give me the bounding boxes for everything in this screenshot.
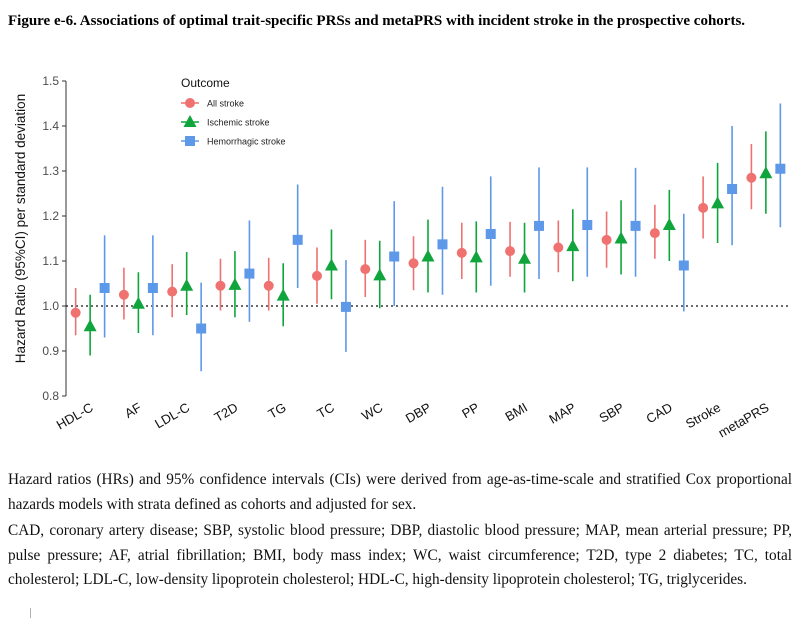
y-tick-label: 0.8 — [42, 389, 59, 403]
point-estimate — [711, 196, 725, 209]
corner-mark-bottom-left — [20, 608, 31, 618]
point-estimate — [215, 280, 226, 291]
point-estimate — [553, 242, 564, 253]
x-tick-label: TG — [266, 400, 289, 422]
point-estimate — [601, 234, 612, 245]
y-tick-label: 1.2 — [42, 209, 59, 223]
point-estimate — [534, 220, 545, 231]
point-estimate — [678, 260, 689, 271]
point-estimate — [131, 296, 145, 309]
x-tick-label: TC — [314, 400, 337, 422]
point-estimate — [566, 239, 580, 252]
legend-title: Outcome — [181, 76, 230, 90]
point-estimate — [167, 286, 178, 297]
point-estimate — [70, 307, 81, 318]
legend-key-marker — [183, 115, 197, 127]
legend: Outcome All stroke Ischemic stroke Hemorrh… — [181, 76, 286, 147]
x-tick-label: SBP — [597, 400, 627, 426]
y-axis-ticks: 0.8 0.9 1.0 1.1 1.2 1.3 1.4 1.5 — [42, 74, 66, 403]
point-estimate — [727, 184, 738, 194]
point-estimate — [469, 250, 483, 263]
y-tick-label: 1.5 — [42, 74, 59, 88]
series-ischemic-stroke — [83, 131, 773, 356]
point-estimate — [437, 239, 448, 250]
point-estimate — [244, 268, 255, 279]
series-hemorrhagic-stroke — [99, 103, 786, 372]
point-estimate — [292, 234, 303, 245]
x-tick-label: CAD — [644, 400, 675, 427]
point-estimate — [421, 249, 435, 262]
forest-plot: 0.8 0.9 1.0 1.1 1.2 1.3 1.4 1.5 HDL-C AF LDL-C T2D… — [13, 74, 790, 440]
point-estimate — [389, 251, 400, 262]
data-marks — [70, 103, 786, 372]
legend-entry-label: Hemorrhagic stroke — [207, 137, 286, 147]
y-tick-label: 1.4 — [42, 119, 59, 133]
x-tick-label: PP — [459, 400, 482, 422]
legend-key-marker — [185, 136, 195, 146]
point-estimate — [99, 283, 110, 293]
point-estimate — [775, 163, 786, 174]
point-estimate — [118, 289, 129, 300]
x-tick-label: DBP — [403, 400, 434, 426]
legend-key-marker — [185, 98, 195, 108]
x-tick-label: LDL-C — [152, 400, 192, 432]
point-estimate — [360, 264, 371, 275]
point-estimate — [147, 283, 158, 293]
x-axis-ticks: HDL-C AF LDL-C T2D TG TC WC DBP PP BMI MAP SBP CAD St… — [54, 399, 772, 440]
caption-paragraph-2: CAD, coronary artery disease; SBP, systo… — [8, 522, 792, 588]
point-estimate — [263, 280, 274, 291]
point-estimate — [408, 258, 419, 269]
point-estimate — [228, 277, 242, 290]
plot-panel: 0.8 0.9 1.0 1.1 1.2 1.3 1.4 1.5 HDL-C AF LDL-C T2D… — [13, 74, 790, 440]
point-estimate — [505, 246, 516, 257]
y-axis-label: Hazard Ratio (95%CI) per standard deviat… — [13, 94, 28, 363]
x-tick-label: BMI — [503, 400, 531, 425]
point-estimate — [311, 270, 322, 281]
point-estimate — [196, 323, 207, 334]
x-tick-label: WC — [359, 400, 385, 424]
caption-paragraph-1: Hazard ratios (HRs) and 95% confidence i… — [8, 471, 792, 513]
point-estimate — [324, 258, 338, 271]
x-tick-label: T2D — [212, 400, 241, 425]
point-estimate — [649, 228, 660, 239]
point-estimate — [180, 278, 194, 291]
figure-caption: Hazard ratios (HRs) and 95% confidence i… — [8, 468, 792, 593]
point-estimate — [759, 166, 773, 179]
point-estimate — [582, 220, 593, 230]
point-estimate — [485, 229, 496, 239]
point-estimate — [630, 220, 641, 231]
x-tick-label: AF — [122, 400, 144, 421]
point-estimate — [614, 231, 628, 244]
y-tick-label: 1.3 — [42, 164, 59, 178]
point-estimate — [276, 288, 290, 301]
point-estimate — [518, 251, 532, 264]
y-tick-label: 0.9 — [42, 344, 59, 358]
series-all-stroke — [70, 144, 757, 336]
x-tick-label: MAP — [546, 400, 578, 427]
x-tick-label: HDL-C — [54, 400, 96, 433]
point-estimate — [83, 319, 97, 332]
point-estimate — [456, 247, 467, 258]
point-estimate — [698, 202, 709, 213]
y-tick-label: 1.0 — [42, 299, 59, 313]
y-tick-label: 1.1 — [42, 254, 59, 268]
legend-entry-label: Ischemic stroke — [207, 118, 270, 128]
x-tick-label: metaPRS — [716, 399, 772, 440]
figure-title: Figure e-6. Associations of optimal trai… — [8, 13, 746, 29]
point-estimate — [662, 218, 676, 230]
point-estimate — [373, 268, 387, 281]
legend-entry-label: All stroke — [207, 99, 244, 109]
point-estimate — [340, 301, 351, 312]
point-estimate — [746, 172, 757, 183]
